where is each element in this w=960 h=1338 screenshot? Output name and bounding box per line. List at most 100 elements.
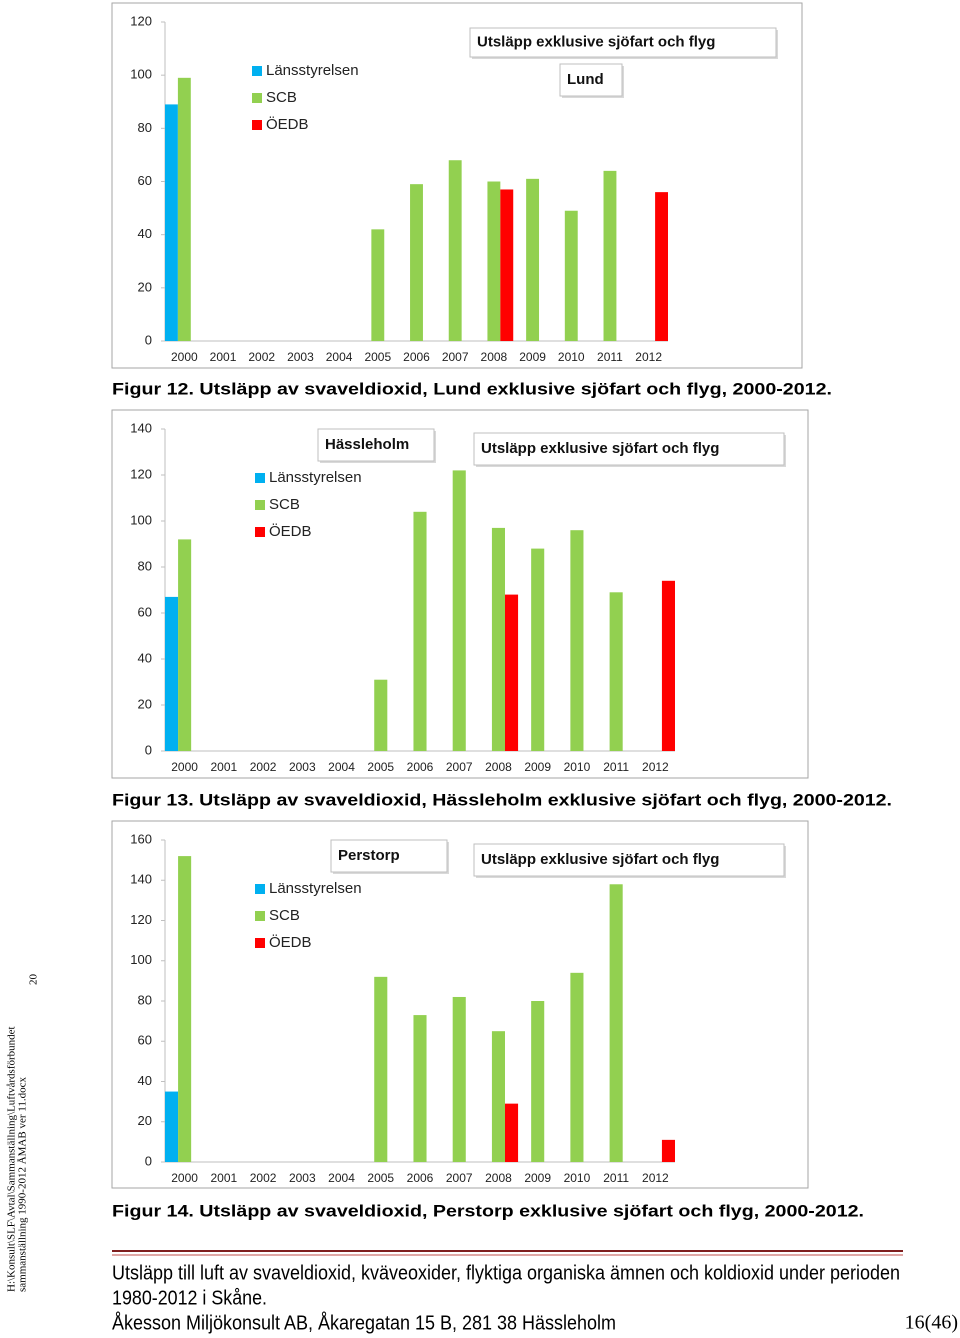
bar [413,1015,427,1162]
x-tick-label: 2009 [524,760,551,774]
x-tick-label: 2003 [289,760,316,774]
x-tick-label: 2000 [171,1171,198,1185]
x-tick-label: 2001 [210,350,237,364]
x-tick-label: 2002 [248,350,275,364]
x-tick-label: 2009 [519,350,546,364]
bar [655,192,668,341]
annotation-box [469,27,777,58]
annotation: Lund [567,71,604,88]
y-tick-label: 120 [130,466,152,481]
legend-swatch [252,120,262,130]
y-tick-label: 0 [145,1153,152,1168]
legend-swatch [252,93,262,103]
figure-caption: Figur 12. Utsläpp av svaveldioxid, Lund … [112,379,832,398]
bar [413,511,427,751]
legend-label: SCB [269,496,300,513]
x-tick-label: 2011 [603,1171,629,1185]
bar [491,1031,505,1162]
y-tick-label: 80 [138,992,152,1007]
x-tick-label: 2008 [485,1171,512,1185]
footer-title: Utsläpp till luft av svaveldioxid, kväve… [112,1262,900,1284]
y-tick-label: 140 [130,420,152,435]
y-tick-label: 120 [130,13,152,28]
y-tick-label: 40 [138,1073,152,1088]
x-tick-label: 2003 [287,350,314,364]
y-tick-label: 140 [130,872,152,887]
annotation: Hässleholm [325,436,409,453]
bar [165,596,179,751]
bar [603,170,617,341]
x-tick-label: 2008 [485,760,512,774]
legend-swatch [255,884,265,894]
bar [609,884,623,1162]
x-tick-label: 2012 [642,1171,669,1185]
bar [410,184,423,341]
bar [505,1103,519,1162]
bar [570,530,584,751]
annotation-box [559,63,623,97]
annotation: Perstorp [338,847,400,864]
bar [564,210,578,341]
bar [531,1001,545,1162]
footer-company: Åkesson Miljökonsult AB, Åkaregatan 15 B… [112,1311,616,1334]
legend-label: ÖEDB [269,933,312,951]
bar [452,470,466,751]
footer-title: 1980-2012 i Skåne. [112,1287,267,1309]
x-tick-label: 2007 [442,350,469,364]
y-tick-label: 100 [130,67,152,82]
figure-caption: Figur 13. Utsläpp av svaveldioxid, Hässl… [112,790,892,809]
y-tick-label: 100 [130,512,152,527]
y-tick-label: 0 [145,742,152,757]
bar [570,972,584,1162]
y-tick-label: 40 [138,226,152,241]
x-tick-label: 2000 [171,350,198,364]
bar [487,181,501,341]
bar [491,527,505,751]
bar [505,594,519,751]
bar [374,679,388,751]
bar [177,77,191,341]
bar [661,1139,675,1162]
x-tick-label: 2005 [364,350,391,364]
y-tick-label: 0 [145,332,152,347]
x-tick-label: 2011 [603,760,629,774]
bar [165,104,178,342]
annotation-box [330,839,448,873]
legend-swatch [255,500,265,510]
y-tick-label: 40 [138,650,152,665]
legend-label: SCB [269,907,300,924]
x-tick-label: 2012 [635,350,662,364]
x-tick-label: 2004 [326,350,353,364]
y-tick-label: 60 [138,173,152,188]
legend-label: Länsstyrelsen [269,880,362,897]
x-tick-label: 2008 [481,350,508,364]
x-tick-label: 2009 [524,1171,551,1185]
figure-caption: Figur 14. Utsläpp av svaveldioxid, Perst… [112,1201,864,1220]
legend-label: ÖEDB [266,115,309,133]
x-tick-label: 2010 [564,760,591,774]
y-tick-label: 80 [138,120,152,135]
legend-label: ÖEDB [269,522,312,540]
x-tick-label: 2007 [446,1171,473,1185]
legend-swatch [255,473,265,483]
y-tick-label: 120 [130,912,152,927]
side-path: H:\Konsult\SLF\Avtal\Sammanställning\Luf… [6,1026,18,1292]
legend-swatch [252,66,262,76]
bar [526,178,540,341]
x-tick-label: 2004 [328,1171,355,1185]
x-tick-label: 2005 [367,760,394,774]
annotation-box [473,432,785,466]
x-tick-label: 2010 [564,1171,591,1185]
x-tick-label: 2006 [403,350,430,364]
bar [371,229,385,341]
bar [178,539,192,751]
annotation: Utsläpp exklusive sjöfart och flyg [477,33,715,50]
y-tick-label: 20 [138,696,152,711]
legend-label: Länsstyrelsen [266,62,359,79]
y-tick-label: 80 [138,558,152,573]
bar [661,580,675,751]
bar [452,996,466,1162]
legend-swatch [255,938,265,948]
x-tick-label: 2006 [407,1171,434,1185]
